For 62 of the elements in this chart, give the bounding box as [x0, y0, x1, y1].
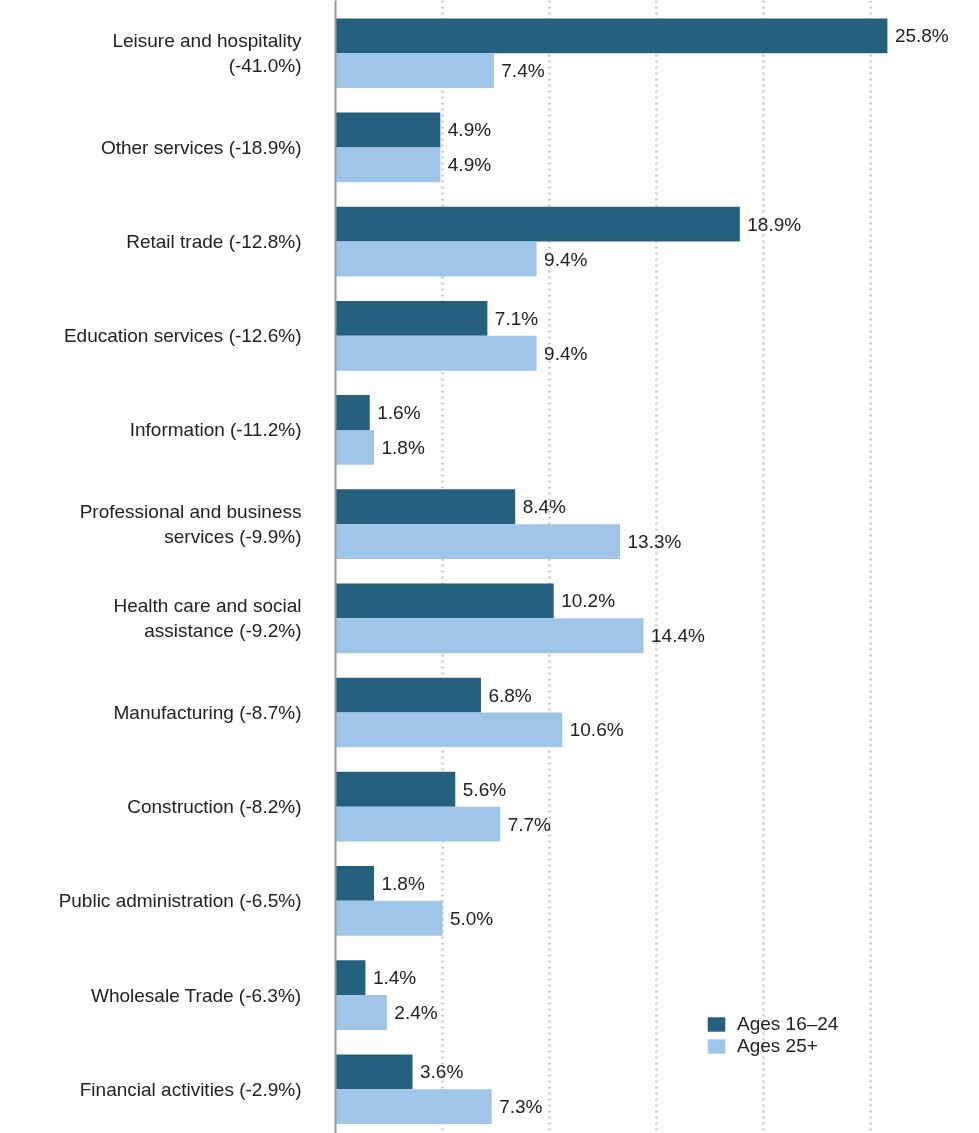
data-label: 8.4% — [522, 496, 567, 518]
data-label: 7.4% — [501, 60, 545, 82]
bar — [335, 395, 370, 430]
bar — [335, 960, 366, 996]
bar — [335, 866, 375, 901]
bar — [335, 771, 456, 807]
y-tick-label: Wholesale Trade (-6.3%) — [91, 984, 302, 1006]
data-label: 2.4% — [394, 1001, 438, 1023]
y-tick-label: Public administration (-6.5%) — [58, 890, 302, 912]
data-label: 1.8% — [381, 872, 425, 894]
data-label: 14.4% — [651, 625, 706, 647]
bar — [335, 583, 554, 619]
y-tick-label: Construction (-8.2%) — [127, 796, 302, 818]
data-label: 18.9% — [747, 213, 802, 235]
y-tick-label: Retail trade (-12.8%) — [126, 231, 302, 253]
bar — [335, 53, 494, 89]
y-tick-label: Health care and social assistance (-9.2%) — [113, 595, 302, 642]
legend-label: Ages 25+ — [737, 1035, 818, 1057]
data-label: 7.7% — [507, 813, 552, 835]
data-label: 5.6% — [462, 778, 507, 800]
bar — [335, 489, 516, 525]
bar — [335, 1054, 413, 1090]
bar — [335, 241, 537, 277]
bar — [335, 335, 537, 371]
data-label: 4.9% — [447, 119, 492, 141]
bar — [335, 524, 621, 559]
y-tick-label: Leisure and hospitality (-41.0%) — [112, 30, 302, 77]
bar — [335, 1089, 492, 1125]
data-label: 1.4% — [372, 967, 417, 989]
data-label: 7.1% — [494, 307, 539, 329]
y-tick-label: Education services (-12.6%) — [63, 325, 302, 347]
bar — [335, 806, 501, 842]
data-label: 1.8% — [381, 436, 425, 458]
data-label: 9.4% — [544, 342, 588, 364]
bar — [335, 206, 740, 242]
bar — [335, 712, 563, 748]
bar — [335, 147, 441, 183]
data-label: 25.8% — [894, 25, 949, 47]
data-label: 3.6% — [420, 1061, 464, 1083]
bar — [335, 677, 481, 713]
data-label: 13.3% — [627, 531, 682, 553]
y-tick-label: Information (-11.2%) — [129, 419, 302, 441]
bar — [335, 112, 441, 148]
data-label: 5.0% — [449, 907, 494, 929]
y-tick-label: Professional and business services (-9.9%) — [79, 501, 302, 548]
bar — [335, 300, 488, 336]
y-tick-label: Financial activities (-2.9%) — [79, 1078, 302, 1100]
bar — [335, 995, 387, 1030]
data-label: 4.9% — [447, 154, 492, 176]
data-label: 1.6% — [377, 402, 421, 424]
y-tick-label: Manufacturing (-8.7%) — [113, 702, 302, 724]
data-label: 10.6% — [569, 719, 624, 741]
data-label: 9.4% — [544, 248, 588, 270]
data-label: 6.8% — [488, 684, 532, 706]
bar — [335, 429, 375, 465]
bar — [335, 18, 888, 54]
bar — [335, 618, 644, 654]
legend-label: Ages 16–24 — [737, 1013, 839, 1035]
y-tick-label: Other services (-18.9%) — [100, 136, 302, 158]
data-label: 7.3% — [499, 1096, 543, 1118]
bar — [335, 900, 443, 936]
data-label: 10.2% — [561, 590, 616, 612]
